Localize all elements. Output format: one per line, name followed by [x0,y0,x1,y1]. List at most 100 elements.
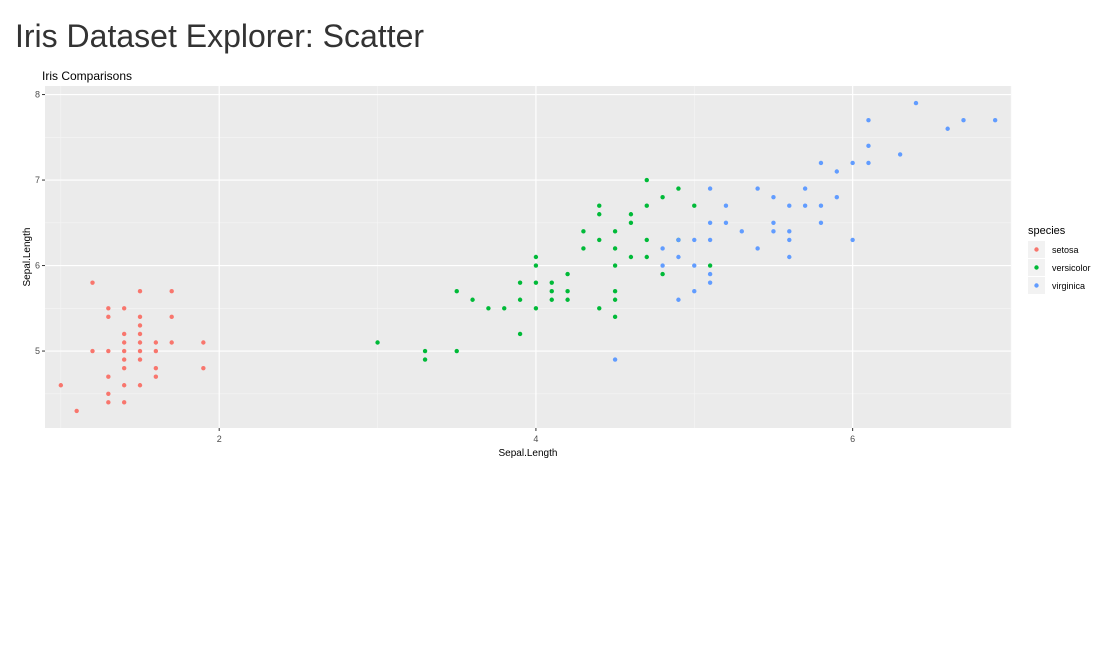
point-versicolor [581,229,586,234]
point-virginica [676,237,681,243]
point-setosa [121,306,127,311]
point-versicolor [549,280,554,285]
point-setosa [90,348,95,354]
point-versicolor [628,220,634,225]
point-versicolor [517,297,523,302]
x-tick-label: 2 [217,434,222,444]
point-setosa [121,383,127,388]
point-setosa [137,348,143,354]
legend-title: species [1028,225,1066,237]
point-virginica [787,237,792,243]
point-versicolor [454,289,459,294]
point-versicolor [628,254,634,260]
point-virginica [850,237,855,243]
point-versicolor [454,348,459,354]
point-versicolor [422,348,428,354]
point-virginica [676,254,681,260]
point-versicolor [644,177,649,183]
point-setosa [58,383,64,388]
legend: species setosa versicolor virginica [1028,225,1091,294]
point-virginica [787,254,792,260]
point-versicolor [676,186,681,191]
plot-panel [45,86,1011,428]
point-setosa [169,340,174,345]
point-virginica [787,229,792,234]
y-tick-label: 5 [35,346,40,356]
point-setosa [106,400,111,405]
point-versicolor [597,203,602,208]
point-virginica [692,237,697,243]
point-virginica [945,126,950,131]
point-versicolor [612,314,618,320]
point-setosa [106,314,111,320]
point-setosa [137,357,143,362]
x-axis-label: Sepal.Length [499,448,558,459]
point-virginica [787,203,792,208]
point-setosa [74,408,79,414]
point-virginica [818,160,824,166]
point-versicolor [533,263,539,268]
point-setosa [169,314,174,320]
chart-title: Iris Comparisons [42,69,132,83]
point-virginica [992,118,998,123]
point-setosa [137,323,143,328]
point-versicolor [533,280,539,285]
point-versicolor [612,263,618,268]
legend-marker-versicolor [1034,265,1039,270]
y-tick-label: 6 [35,261,40,271]
legend-marker-virginica [1034,283,1039,288]
point-versicolor [597,237,602,243]
point-virginica [913,100,919,106]
point-setosa [121,348,127,354]
point-setosa [106,374,111,379]
point-versicolor [644,203,649,208]
point-virginica [755,246,760,251]
point-virginica [723,203,729,208]
point-versicolor [660,194,665,200]
point-virginica [961,118,966,123]
point-versicolor [470,297,475,302]
point-versicolor [517,331,523,337]
point-virginica [692,263,697,268]
point-virginica [802,186,808,191]
point-virginica [802,203,808,208]
point-virginica [771,229,776,234]
point-setosa [121,331,127,337]
point-virginica [739,229,744,234]
point-virginica [818,203,824,208]
point-versicolor [486,306,491,311]
point-virginica [818,220,824,225]
point-virginica [660,246,665,251]
point-virginica [834,169,840,174]
point-setosa [153,340,159,345]
point-setosa [137,331,143,337]
point-setosa [121,365,127,371]
x-tick-label: 6 [850,434,855,444]
point-virginica [866,160,871,166]
point-setosa [137,289,143,294]
y-tick-label: 8 [35,90,40,100]
point-setosa [121,357,127,362]
point-setosa [153,365,159,371]
point-versicolor [612,297,618,302]
point-virginica [866,143,871,149]
point-versicolor [502,306,507,311]
point-setosa [169,289,174,294]
point-virginica [692,289,697,294]
point-versicolor [597,306,602,311]
point-versicolor [533,306,539,311]
point-versicolor [660,271,665,277]
point-versicolor [612,229,618,234]
minor-gridlines [45,86,1012,428]
point-virginica [707,220,713,225]
point-setosa [106,306,111,311]
legend-label-versicolor: versicolor [1052,263,1091,273]
point-versicolor [533,254,539,260]
point-virginica [707,237,713,243]
legend-label-virginica: virginica [1052,281,1085,291]
point-virginica [850,160,855,166]
point-versicolor [644,237,649,243]
data-points [58,100,998,414]
y-tick-label: 7 [35,175,40,185]
y-axis-label: Sepal.Length [22,228,33,287]
